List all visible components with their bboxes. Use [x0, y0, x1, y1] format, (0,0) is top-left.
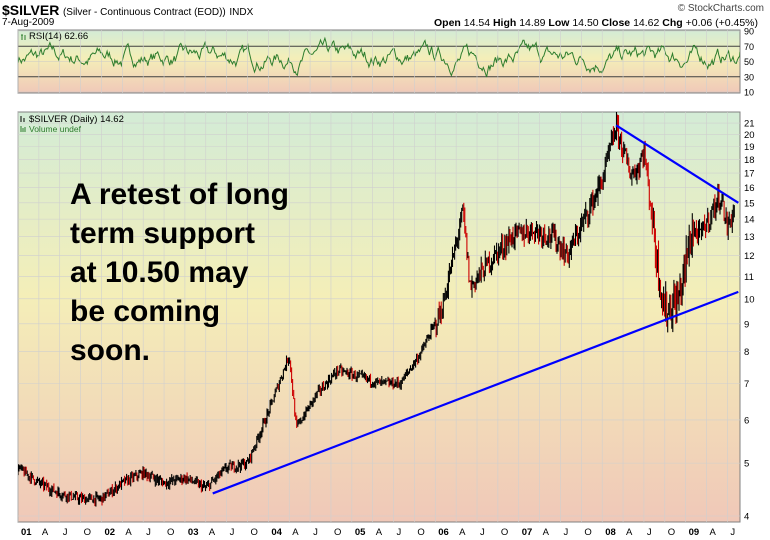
rsi-tick-label: 30	[744, 72, 754, 82]
x-tick-label: 06	[438, 527, 449, 538]
open-label: Open	[434, 17, 461, 29]
x-tick-label: O	[668, 527, 675, 538]
x-tick-label: O	[84, 527, 91, 538]
volume-legend-icon	[20, 126, 26, 132]
low-value: 14.50	[572, 17, 599, 29]
price-tick-label: 7	[744, 379, 749, 390]
x-tick-label: J	[313, 527, 318, 538]
rsi-tick-label: 90	[744, 27, 754, 37]
x-tick-label: A	[543, 527, 550, 538]
price-tick-label: 15	[744, 198, 755, 209]
support-trendline	[212, 290, 739, 495]
high-value: 14.89	[519, 17, 546, 29]
exchange-label: INDX	[229, 7, 254, 18]
brand-logo: © StockCharts.com	[677, 3, 764, 14]
price-legend: $SILVER (Daily) 14.62	[29, 114, 124, 125]
price-tick-label: 21	[744, 119, 755, 130]
x-tick-label: 08	[605, 527, 616, 538]
price-tick-label: 17	[744, 169, 755, 180]
x-tick-label: A	[626, 527, 633, 538]
chg-value: +0.06 (+0.45%)	[685, 17, 758, 29]
low-label: Low	[548, 17, 570, 29]
price-tick-label: 8	[744, 347, 749, 358]
price-tick-label: 20	[744, 130, 755, 141]
x-tick-label: A	[125, 527, 132, 538]
rsi-line	[18, 36, 740, 78]
x-tick-label: J	[480, 527, 485, 538]
price-tick-label: 18	[744, 155, 755, 166]
chart-title: $SILVER (Silver - Continuous Contract (E…	[2, 2, 253, 18]
chart-date: 7-Aug-2009	[2, 17, 55, 28]
rsi-legend: RSI(14) 62.66	[29, 31, 88, 42]
price-tick-label: 13	[744, 232, 755, 243]
price-bars	[18, 112, 735, 507]
ohlc-readout: Open 14.54 High 14.89 Low 14.50 Close 14…	[434, 17, 758, 29]
close-value: 14.62	[633, 17, 660, 29]
x-tick-label: 07	[522, 527, 533, 538]
x-tick-label: J	[563, 527, 568, 538]
price-tick-label: 11	[744, 272, 754, 283]
instrument-name: (Silver - Continuous Contract (EOD))	[62, 7, 226, 18]
price-tick-label: 6	[744, 415, 749, 426]
rsi-tick-label: 70	[744, 42, 754, 52]
x-tick-label: A	[459, 527, 466, 538]
x-tick-label: J	[230, 527, 235, 538]
x-tick-label: O	[501, 527, 508, 538]
x-tick-label: J	[146, 527, 151, 538]
rsi-legend-icon	[21, 34, 26, 40]
price-tick-label: 10	[744, 294, 755, 305]
x-tick-label: J	[730, 527, 735, 538]
x-tick-label: 03	[188, 527, 199, 538]
open-value: 14.54	[463, 17, 491, 29]
x-tick-label: A	[710, 527, 717, 538]
symbol-label: $SILVER	[2, 2, 60, 18]
volume-legend: Volume undef	[29, 124, 82, 134]
price-tick-label: 12	[744, 251, 755, 262]
x-tick-label: 09	[689, 527, 700, 538]
chg-label: Chg	[662, 17, 683, 29]
x-tick-label: 02	[104, 527, 115, 538]
rsi-panel: 10 30 50 70 90 RSI(14) 62.66	[17, 27, 754, 98]
rsi-tick-label: 50	[744, 57, 754, 67]
high-label: High	[492, 17, 517, 29]
x-tick-label: J	[63, 527, 68, 538]
price-tick-label: 16	[744, 183, 755, 194]
x-tick-label: O	[251, 527, 258, 538]
chart-annotation: A retest of long term support at 10.50 m…	[70, 178, 289, 367]
x-tick-label: 04	[271, 527, 282, 538]
x-tick-label: O	[584, 527, 591, 538]
x-tick-label: A	[209, 527, 216, 538]
x-tick-label: A	[292, 527, 299, 538]
x-tick-label: O	[167, 527, 174, 538]
x-tick-label: J	[647, 527, 652, 538]
price-tick-label: 5	[744, 459, 749, 470]
close-label: Close	[601, 17, 631, 29]
x-tick-label: O	[417, 527, 424, 538]
price-tick-label: 14	[744, 215, 755, 226]
resistance-trendline	[615, 124, 739, 204]
x-tick-label: 05	[355, 527, 366, 538]
rsi-tick-label: 10	[744, 88, 754, 98]
x-tick-label: O	[334, 527, 341, 538]
price-panel-frame	[17, 111, 741, 523]
price-legend-icon	[20, 116, 25, 122]
price-tick-label: 4	[744, 512, 749, 523]
x-tick-label: A	[42, 527, 49, 538]
x-tick-label: 01	[21, 527, 32, 538]
x-tick-label: J	[397, 527, 402, 538]
x-tick-label: A	[376, 527, 383, 538]
price-tick-label: 9	[744, 319, 749, 330]
price-tick-label: 19	[744, 142, 755, 153]
